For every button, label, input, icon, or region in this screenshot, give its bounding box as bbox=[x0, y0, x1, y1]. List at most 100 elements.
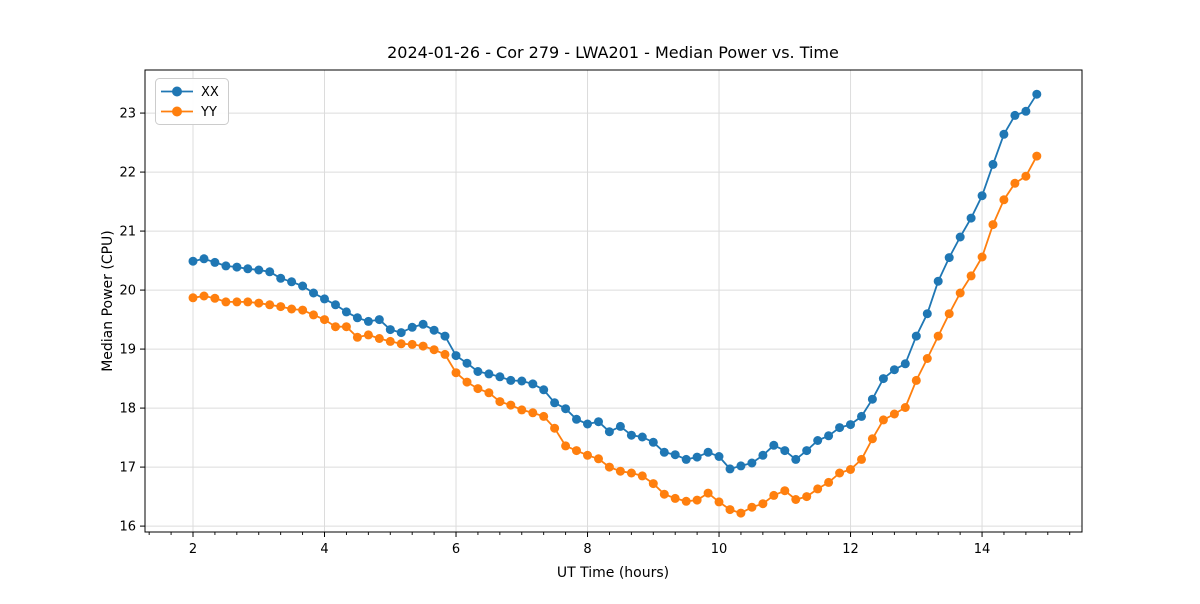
y-tick-label: 17 bbox=[119, 461, 136, 476]
data-point-XX bbox=[363, 316, 373, 326]
y-tick-label: 22 bbox=[119, 166, 136, 181]
data-point-XX bbox=[835, 423, 845, 433]
legend-marker-xx bbox=[172, 86, 182, 97]
data-point-XX bbox=[944, 253, 954, 263]
data-point-XX bbox=[517, 376, 527, 386]
data-point-XX bbox=[539, 385, 549, 395]
data-point-YY bbox=[769, 490, 779, 500]
y-axis-label: Median Power (CPU) bbox=[100, 230, 116, 372]
data-point-YY bbox=[878, 415, 888, 425]
data-point-XX bbox=[648, 437, 658, 447]
x-tick-label: 12 bbox=[842, 542, 859, 557]
data-point-XX bbox=[374, 315, 384, 325]
data-point-XX bbox=[966, 213, 976, 223]
data-point-XX bbox=[506, 375, 516, 385]
data-point-YY bbox=[298, 305, 308, 315]
data-point-XX bbox=[265, 267, 275, 277]
data-point-YY bbox=[385, 336, 395, 346]
data-point-YY bbox=[988, 220, 998, 230]
legend-item-xx: XX bbox=[161, 85, 219, 100]
data-point-XX bbox=[604, 427, 614, 437]
data-point-XX bbox=[484, 369, 494, 379]
data-point-XX bbox=[199, 254, 209, 264]
data-point-YY bbox=[670, 493, 680, 503]
y-tick-label: 20 bbox=[119, 284, 136, 299]
data-point-XX bbox=[221, 261, 231, 271]
y-tick-label: 18 bbox=[119, 402, 136, 417]
x-tick-label: 4 bbox=[320, 542, 328, 557]
data-point-XX bbox=[780, 446, 790, 456]
data-point-XX bbox=[758, 450, 768, 460]
data-point-YY bbox=[528, 408, 538, 418]
series-XX bbox=[188, 89, 1042, 474]
x-tick-label: 8 bbox=[583, 542, 591, 557]
data-point-YY bbox=[835, 468, 845, 478]
data-point-XX bbox=[232, 262, 242, 272]
data-point-XX bbox=[692, 452, 702, 462]
data-point-YY bbox=[604, 462, 614, 472]
data-point-XX bbox=[473, 367, 483, 376]
data-point-YY bbox=[681, 496, 691, 506]
data-point-YY bbox=[813, 484, 823, 494]
plot-frame bbox=[144, 69, 1083, 533]
axis-ticks bbox=[140, 112, 1071, 537]
data-point-YY bbox=[243, 297, 253, 307]
data-point-XX bbox=[813, 436, 823, 445]
data-point-XX bbox=[670, 450, 680, 460]
data-point-YY bbox=[648, 479, 658, 489]
series-YY bbox=[188, 151, 1042, 518]
data-point-YY bbox=[857, 454, 866, 464]
data-point-XX bbox=[933, 276, 943, 286]
data-point-XX bbox=[188, 256, 198, 266]
data-point-YY bbox=[550, 423, 560, 433]
data-point-XX bbox=[352, 313, 362, 323]
data-point-YY bbox=[517, 405, 527, 415]
data-point-YY bbox=[1032, 151, 1042, 161]
data-point-YY bbox=[396, 339, 406, 349]
data-point-YY bbox=[221, 297, 231, 307]
data-point-YY bbox=[1021, 171, 1031, 181]
y-tick-label: 16 bbox=[119, 520, 136, 535]
data-point-XX bbox=[637, 432, 647, 442]
data-point-XX bbox=[561, 404, 571, 414]
data-point-XX bbox=[451, 351, 461, 361]
data-point-YY bbox=[495, 397, 505, 407]
data-point-YY bbox=[352, 332, 362, 342]
data-point-XX bbox=[594, 417, 603, 427]
y-tick-label: 23 bbox=[119, 107, 136, 122]
data-point-YY bbox=[462, 377, 472, 387]
data-point-XX bbox=[1032, 89, 1042, 99]
data-point-YY bbox=[791, 495, 801, 504]
data-point-YY bbox=[999, 195, 1009, 205]
data-point-XX bbox=[572, 414, 581, 424]
data-point-YY bbox=[320, 315, 329, 325]
data-point-YY bbox=[626, 468, 636, 478]
data-point-XX bbox=[922, 309, 932, 319]
data-point-XX bbox=[824, 431, 834, 441]
data-point-YY bbox=[747, 502, 757, 512]
data-point-XX bbox=[878, 374, 888, 384]
data-point-XX bbox=[276, 273, 286, 283]
data-point-YY bbox=[232, 297, 242, 307]
data-point-YY bbox=[418, 341, 428, 351]
data-point-XX bbox=[1021, 106, 1031, 116]
data-point-YY bbox=[473, 384, 483, 394]
data-point-XX bbox=[999, 129, 1009, 139]
data-point-YY bbox=[287, 304, 297, 314]
data-point-XX bbox=[320, 294, 329, 304]
data-point-YY bbox=[276, 302, 286, 312]
data-point-YY bbox=[659, 489, 669, 499]
chart-title: 2024-01-26 - Cor 279 - LWA201 - Median P… bbox=[387, 43, 839, 62]
data-point-YY bbox=[802, 492, 812, 502]
data-point-XX bbox=[725, 464, 735, 474]
data-point-XX bbox=[736, 461, 746, 471]
data-point-YY bbox=[846, 465, 855, 474]
data-point-YY bbox=[637, 471, 647, 481]
data-point-XX bbox=[407, 322, 417, 332]
data-point-XX bbox=[791, 454, 801, 464]
data-point-YY bbox=[824, 477, 834, 487]
data-point-YY bbox=[944, 309, 954, 319]
data-point-XX bbox=[714, 452, 724, 461]
data-point-XX bbox=[769, 440, 779, 450]
x-axis-label: UT Time (hours) bbox=[557, 565, 669, 581]
